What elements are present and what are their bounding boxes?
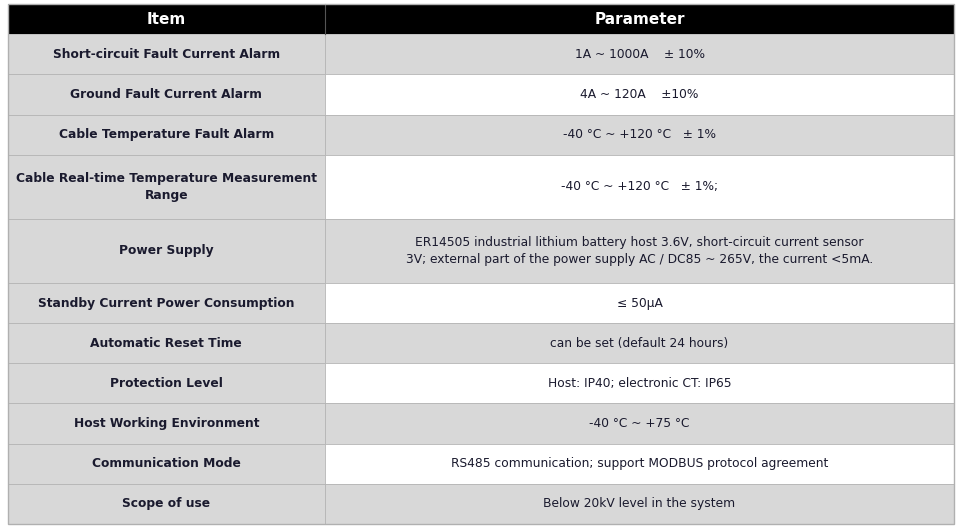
Bar	[325, 484, 953, 524]
Bar	[325, 115, 953, 155]
Text: -40 °C ~ +120 °C   ± 1%: -40 °C ~ +120 °C ± 1%	[562, 128, 715, 141]
Text: 4A ~ 120A    ±10%: 4A ~ 120A ±10%	[579, 88, 698, 101]
Bar	[325, 74, 953, 115]
Text: -40 °C ~ +120 °C   ± 1%;: -40 °C ~ +120 °C ± 1%;	[560, 180, 717, 193]
Text: Cable Real-time Temperature Measurement
Range: Cable Real-time Temperature Measurement …	[15, 172, 316, 202]
Text: ER14505 industrial lithium battery host 3.6V, short-circuit current sensor
3V; e: ER14505 industrial lithium battery host …	[406, 236, 873, 266]
Bar	[325, 283, 953, 323]
Bar	[8, 4, 953, 34]
Text: can be set (default 24 hours): can be set (default 24 hours)	[550, 337, 727, 350]
Bar	[8, 484, 325, 524]
Text: Host Working Environment: Host Working Environment	[73, 417, 259, 430]
Text: Protection Level: Protection Level	[110, 377, 222, 390]
Bar	[8, 444, 325, 484]
Bar	[8, 219, 325, 283]
Bar	[325, 444, 953, 484]
Bar	[8, 403, 325, 444]
Text: Parameter: Parameter	[594, 12, 684, 27]
Bar	[8, 74, 325, 115]
Bar	[8, 363, 325, 403]
Bar	[325, 363, 953, 403]
Text: ≤ 50μA: ≤ 50μA	[616, 297, 662, 309]
Text: Ground Fault Current Alarm: Ground Fault Current Alarm	[70, 88, 262, 101]
Text: RS485 communication; support MODBUS protocol agreement: RS485 communication; support MODBUS prot…	[451, 457, 827, 470]
Bar	[8, 115, 325, 155]
Text: Below 20kV level in the system: Below 20kV level in the system	[543, 497, 735, 510]
Bar	[325, 34, 953, 74]
Text: Host: IP40; electronic CT: IP65: Host: IP40; electronic CT: IP65	[547, 377, 730, 390]
Bar	[8, 283, 325, 323]
Bar	[325, 155, 953, 219]
Text: Cable Temperature Fault Alarm: Cable Temperature Fault Alarm	[59, 128, 274, 141]
Text: Communication Mode: Communication Mode	[91, 457, 240, 470]
Bar	[325, 219, 953, 283]
Bar	[8, 323, 325, 363]
Bar	[325, 403, 953, 444]
Text: Automatic Reset Time: Automatic Reset Time	[90, 337, 242, 350]
Bar	[325, 323, 953, 363]
Text: Power Supply: Power Supply	[119, 244, 213, 258]
Text: Standby Current Power Consumption: Standby Current Power Consumption	[38, 297, 294, 309]
Text: Scope of use: Scope of use	[122, 497, 210, 510]
Text: Short-circuit Fault Current Alarm: Short-circuit Fault Current Alarm	[53, 48, 280, 61]
Bar	[8, 155, 325, 219]
Text: -40 °C ~ +75 °C: -40 °C ~ +75 °C	[589, 417, 689, 430]
Text: Item: Item	[146, 12, 185, 27]
Text: 1A ~ 1000A    ± 10%: 1A ~ 1000A ± 10%	[574, 48, 703, 61]
Bar	[8, 34, 325, 74]
